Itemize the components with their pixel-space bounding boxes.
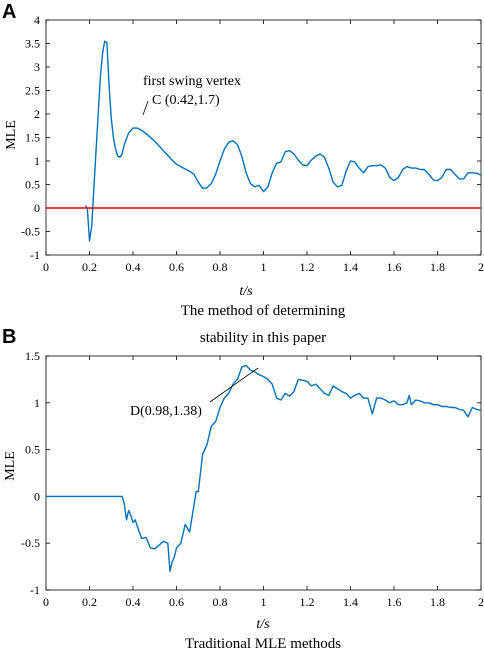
x-tick-label-a: 1.6 xyxy=(387,260,402,274)
y-tick-label-a: 1 xyxy=(34,154,40,168)
y-tick-label-a: 2 xyxy=(34,107,40,121)
y-tick-label-a: 1.5 xyxy=(25,131,40,145)
x-tick-label-b: 0.2 xyxy=(82,595,97,609)
x-tick-label-a: 0.6 xyxy=(169,260,184,274)
y-axis-label-b: MLE xyxy=(3,451,18,481)
y-tick-label-a: 0 xyxy=(34,201,40,215)
x-tick-label-a: 1.8 xyxy=(430,260,445,274)
x-tick-label-b: 2 xyxy=(478,595,484,609)
caption-a-line-1: The method of determining xyxy=(181,303,346,319)
series-line-b-1 xyxy=(46,364,482,572)
panel-a: A 0 0.2 0.4 0.6 0.8 1 1.2 1.4 1.6 1.8 2 -1 -0.5 0 0.5 1… xyxy=(2,1,484,346)
caption-a-line-2: stability in this paper xyxy=(200,330,326,346)
y-tick-label-a: -1 xyxy=(30,248,40,262)
plot-b: 0 0.2 0.4 0.6 0.8 1 1.2 1.4 1.6 1.8 2 -1 -0.5 0 0.5 1 1.… xyxy=(21,349,484,609)
y-tick-label-a: 0.5 xyxy=(25,178,40,192)
y-tick-label-b: 1 xyxy=(34,396,40,410)
plot-frame-a xyxy=(45,19,482,256)
plot-a: 0 0.2 0.4 0.6 0.8 1 1.2 1.4 1.6 1.8 2 -1 -0.5 0 0.5 1 1.… xyxy=(21,13,484,274)
annotation-d: D(0.98,1.38) xyxy=(130,404,202,419)
series-line-a-1 xyxy=(84,40,482,242)
x-tick-label-b: 0.6 xyxy=(169,595,184,609)
x-tick-label-b: 0 xyxy=(43,595,49,609)
y-tick-label-a: 3 xyxy=(34,60,40,74)
y-tick-label-a: -0.5 xyxy=(21,225,40,239)
y-tick-label-a: 4 xyxy=(34,13,40,27)
x-tick-label-a: 0.2 xyxy=(82,260,97,274)
panel-label-a: A xyxy=(2,1,16,23)
x-tick-label-b: 1 xyxy=(261,595,267,609)
y-tick-label-a: 3.5 xyxy=(25,37,40,51)
annotation-leader-d xyxy=(209,367,259,403)
x-tick-label-b: 0.8 xyxy=(213,595,228,609)
x-axis-label-b: t/s xyxy=(256,617,270,632)
panel-b: B 0 0.2 0.4 0.6 0.8 1 1.2 1.4 1.6 1.8 2 -1 -0.5 0 0.5 1… xyxy=(2,326,484,652)
x-tick-label-b: 1.6 xyxy=(387,595,402,609)
plot-frame-b xyxy=(45,355,482,591)
y-tick-label-b: 1.5 xyxy=(25,349,40,363)
x-tick-label-b: 1.2 xyxy=(300,595,315,609)
panel-label-b: B xyxy=(2,326,16,348)
annotation-leader-c xyxy=(142,100,149,116)
y-axis-label-a: MLE xyxy=(4,120,19,150)
x-tick-label-a: 0.8 xyxy=(213,260,228,274)
annotation-c-line-2: C (0.42,1.7) xyxy=(152,93,220,108)
y-tick-label-b: -1 xyxy=(30,583,40,597)
caption-b: Traditional MLE methods xyxy=(185,636,341,652)
annotation-c-line-1: first swing vertex xyxy=(143,74,241,89)
x-tick-label-a: 1.2 xyxy=(300,260,315,274)
x-tick-label-a: 0.4 xyxy=(126,260,141,274)
y-tick-label-b: -0.5 xyxy=(21,536,40,550)
x-tick-label-b: 1.8 xyxy=(430,595,445,609)
x-tick-label-b: 1.4 xyxy=(343,595,358,609)
y-tick-label-b: 0 xyxy=(34,489,40,503)
x-axis-label-a: t/s xyxy=(239,284,253,299)
y-tick-label-a: 2.5 xyxy=(25,84,40,98)
x-tick-label-a: 1.4 xyxy=(343,260,358,274)
x-tick-label-a: 0 xyxy=(43,260,49,274)
x-tick-label-a: 1 xyxy=(261,260,267,274)
y-tick-label-b: 0.5 xyxy=(25,443,40,457)
x-tick-label-b: 0.4 xyxy=(126,595,141,609)
x-tick-label-a: 2 xyxy=(478,260,484,274)
